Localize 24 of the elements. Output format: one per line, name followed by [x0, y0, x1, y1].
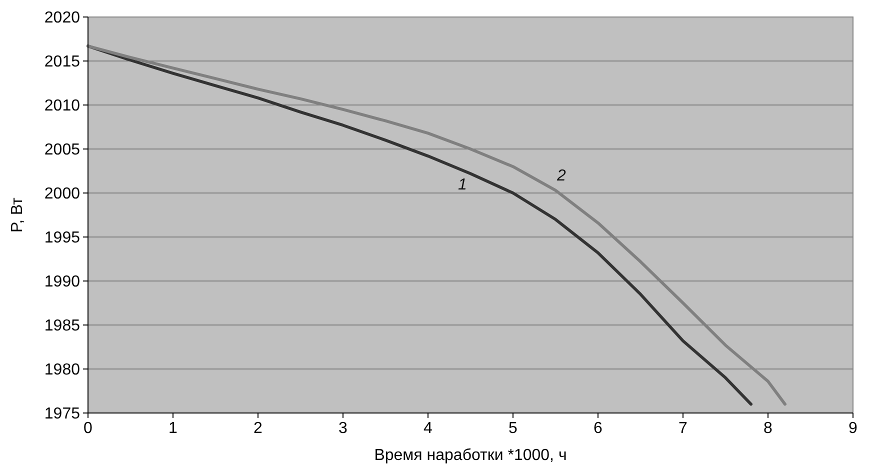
y-tick-label: 1995	[44, 230, 80, 247]
x-tick-label: 6	[594, 420, 603, 437]
x-tick-label: 1	[168, 420, 178, 437]
y-tick-label: 1985	[44, 318, 80, 335]
series-label: 2	[556, 167, 566, 184]
x-tick-label: 4	[424, 420, 433, 437]
x-axis-title: Время наработки *1000, ч	[374, 447, 567, 464]
y-axis-title: P, Вт	[9, 196, 26, 232]
y-tick-label: 2015	[44, 54, 80, 71]
y-tick-label: 1990	[44, 274, 80, 291]
x-tick-label: 2	[254, 420, 263, 437]
y-tick-label: 1980	[44, 362, 80, 379]
x-tick-label: 3	[338, 420, 348, 437]
x-tick-label: 5	[508, 420, 518, 437]
x-tick-label: 7	[678, 420, 688, 437]
x-tick-label: 0	[84, 420, 93, 437]
x-tick-label: 8	[764, 420, 773, 437]
y-tick-label: 2005	[44, 142, 80, 159]
x-tick-label: 9	[848, 420, 858, 437]
series-label: 1	[458, 176, 467, 194]
y-tick-label: 2000	[44, 186, 80, 203]
y-tick-label: 2010	[44, 98, 80, 115]
y-tick-label: 2020	[44, 10, 80, 27]
y-tick-label: 1975	[44, 406, 80, 423]
